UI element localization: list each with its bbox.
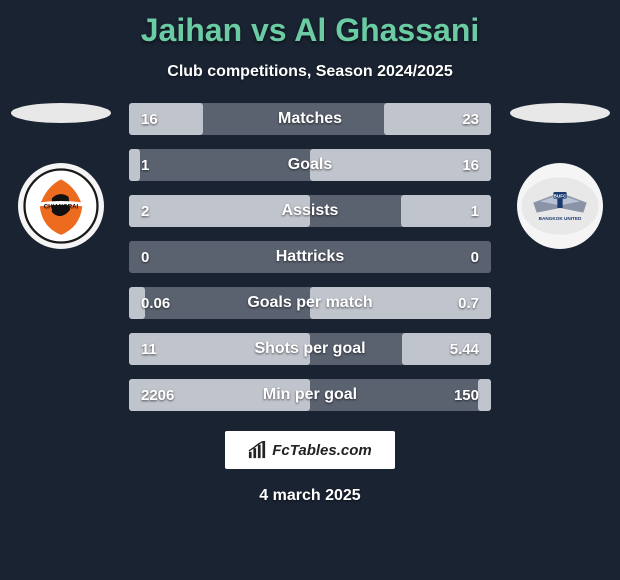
svg-text:BANGKOK UNITED: BANGKOK UNITED [538,216,581,221]
stat-row: 2206150Min per goal [129,379,491,411]
stat-label: Goals [129,156,491,174]
club-badge-left: CHIANGRAI [18,163,104,249]
date-label: 4 march 2025 [0,487,620,505]
chart-icon [248,441,266,459]
right-side: BUFC BANGKOK UNITED [507,103,612,425]
stat-label: Hattricks [129,248,491,266]
stat-row: 0.060.7Goals per match [129,287,491,319]
stat-label: Goals per match [129,294,491,312]
player-photo-right [510,103,610,123]
stat-label: Min per goal [129,386,491,404]
comparison-panel: CHIANGRAI 1623Matches 116Goals 21Assists 00… [0,103,620,425]
svg-text:BUFC: BUFC [553,193,567,198]
stat-row: 21Assists [129,195,491,227]
subtitle: Club competitions, Season 2024/2025 [0,63,620,81]
stat-row: 1623Matches [129,103,491,135]
club-badge-right: BUFC BANGKOK UNITED [517,163,603,249]
brand-text: FcTables.com [272,442,371,459]
stat-label: Matches [129,110,491,128]
left-side: CHIANGRAI [8,103,113,425]
stat-label: Shots per goal [129,340,491,358]
brand-badge[interactable]: FcTables.com [225,431,395,469]
stat-row: 00Hattricks [129,241,491,273]
svg-text:CHIANGRAI: CHIANGRAI [43,203,78,210]
stat-label: Assists [129,202,491,220]
player-photo-left [11,103,111,123]
stat-row: 115.44Shots per goal [129,333,491,365]
page-title: Jaihan vs Al Ghassani [0,0,620,49]
bangkok-united-icon: BUFC BANGKOK UNITED [520,176,600,236]
stat-row: 116Goals [129,149,491,181]
stat-bars: 1623Matches 116Goals 21Assists 00Hattricks 0… [113,103,507,425]
chiangrai-icon: CHIANGRAI [23,168,99,244]
